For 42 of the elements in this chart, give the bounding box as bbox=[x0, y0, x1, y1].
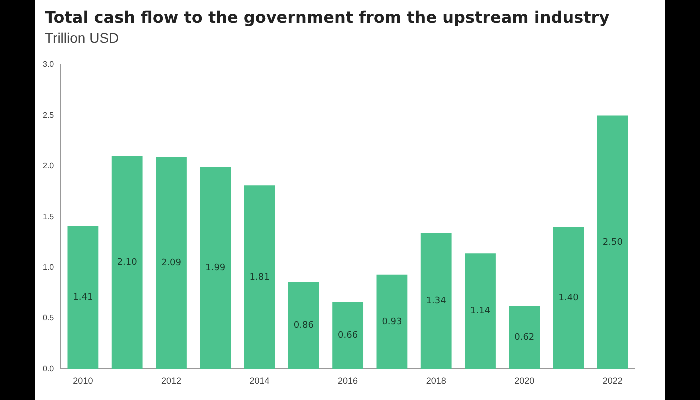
y-tick-label: 1.0 bbox=[42, 263, 55, 272]
data-label: 0.62 bbox=[514, 333, 535, 344]
bar bbox=[68, 226, 99, 370]
chart-subtitle: Trillion USD bbox=[45, 30, 120, 46]
x-tick-label: 2014 bbox=[250, 376, 270, 386]
bar bbox=[553, 227, 584, 370]
bar bbox=[244, 186, 276, 370]
data-label: 1.81 bbox=[250, 272, 270, 283]
bar bbox=[332, 302, 364, 370]
bar bbox=[509, 306, 540, 370]
bar bbox=[112, 156, 143, 370]
x-tick-label: 2016 bbox=[338, 376, 358, 386]
data-label: 0.66 bbox=[338, 331, 358, 342]
y-tick-label: 2.5 bbox=[42, 110, 55, 120]
bar bbox=[288, 282, 320, 370]
data-label: 0.93 bbox=[382, 317, 402, 328]
bar bbox=[376, 274, 408, 370]
y-tick-label: 0.0 bbox=[42, 364, 55, 374]
data-label: 2.10 bbox=[117, 258, 138, 268]
data-label: 2.09 bbox=[161, 258, 182, 269]
bar bbox=[200, 167, 232, 370]
chart-title: Total cash flow to the government from the upstream industry bbox=[45, 8, 610, 27]
x-tick-label: 2020 bbox=[514, 376, 535, 386]
data-label: 1.34 bbox=[426, 296, 447, 307]
data-label: 0.86 bbox=[294, 320, 314, 331]
x-tick-label: 2022 bbox=[602, 376, 623, 386]
data-label: 1.41 bbox=[73, 293, 94, 304]
y-tick-label: 2.0 bbox=[42, 162, 55, 171]
data-label: 1.40 bbox=[558, 294, 580, 304]
bar bbox=[465, 254, 496, 370]
y-tick-label: 1.5 bbox=[42, 212, 55, 222]
data-label: 1.99 bbox=[206, 264, 226, 274]
bar bbox=[156, 157, 187, 370]
y-tick-label: 3.0 bbox=[42, 60, 55, 70]
x-tick-label: 2018 bbox=[426, 376, 446, 386]
x-tick-label: 2010 bbox=[73, 376, 94, 386]
bar bbox=[597, 116, 628, 370]
x-tick-label: 2012 bbox=[161, 376, 182, 386]
y-tick-label: 0.5 bbox=[42, 314, 55, 323]
data-label: 2.50 bbox=[602, 238, 624, 248]
data-label: 1.14 bbox=[470, 306, 491, 317]
bar bbox=[420, 233, 452, 370]
